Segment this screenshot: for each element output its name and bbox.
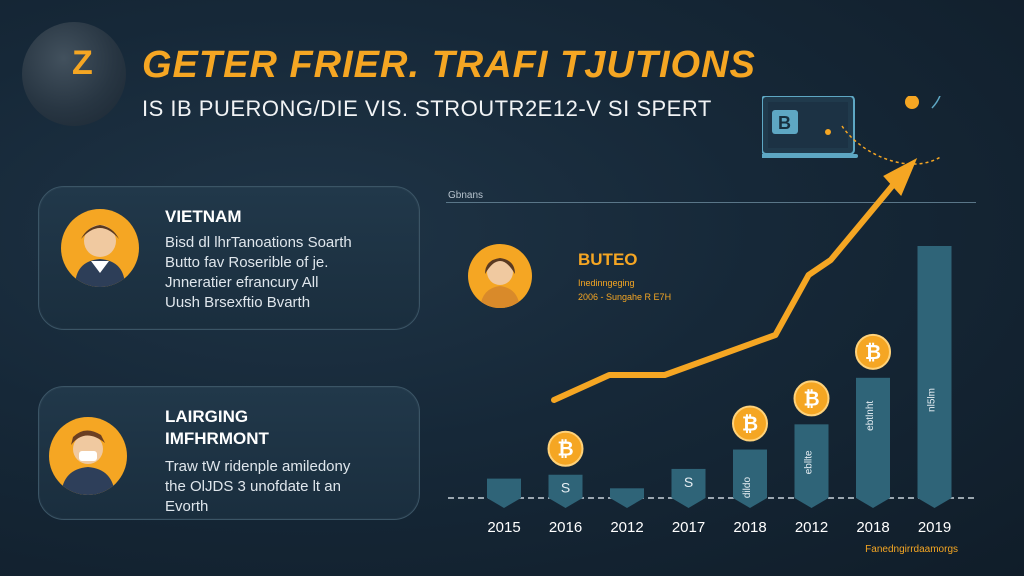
x-tick-label: 2018	[856, 519, 889, 536]
bar-arrow-tip	[733, 498, 767, 508]
chart-divider	[446, 202, 976, 203]
bitcoin-coin-icon	[793, 380, 830, 417]
bar-arrow-tip	[671, 498, 706, 508]
chart-bar	[548, 474, 583, 498]
globe-graphic	[22, 22, 126, 126]
card-line: Traw tW ridenple amiledony	[165, 458, 351, 475]
chart-bar	[856, 377, 890, 498]
butto-line: Inedinngeging	[578, 278, 635, 288]
x-tick-label: 2016	[549, 519, 582, 536]
card-title: VIETNAM	[165, 207, 242, 226]
chart-bar	[917, 246, 952, 498]
butto-avatar	[468, 244, 532, 308]
person-avatar	[49, 417, 127, 495]
x-tick-label: 2019	[918, 519, 951, 536]
bitcoin-symbol: ₿	[803, 388, 819, 410]
bitcoin-symbol: ₿	[742, 414, 758, 436]
chart-bar	[671, 468, 706, 498]
laptop-network-icon: B	[762, 96, 943, 165]
chart-bar	[794, 424, 829, 498]
trend-line	[551, 177, 901, 403]
footnote: Fanedngirrdaamorgs	[865, 544, 958, 555]
x-tick-label: 2018	[733, 519, 766, 536]
bitcoin-coin-icon	[732, 405, 768, 442]
person-avatar	[61, 209, 139, 287]
card-line: Bisd dl lhrTanoations Soarth	[165, 234, 352, 251]
bitcoin-symbol: ₿	[865, 342, 881, 364]
bar-arrow-tip	[917, 498, 952, 508]
bitcoin-coin-icon	[855, 333, 891, 370]
card-line: Uush Brsexftio Bvarth	[165, 294, 311, 311]
chart-header: Gbnans	[448, 190, 484, 201]
card-title: LAIRGING	[165, 407, 249, 426]
bar-arrow-tip	[856, 498, 890, 508]
card-line: Butto fav Roserible of je.	[165, 254, 329, 271]
card-line: Jnneratier efrancury All	[165, 274, 319, 291]
bar-arrow-tip	[610, 498, 644, 508]
bitcoin-symbol: ₿	[557, 439, 573, 461]
card-title: IMFHRMONT	[165, 429, 269, 448]
bar-arrow-tip	[548, 498, 583, 508]
trend-arrow-head	[883, 158, 918, 196]
x-tick-label: 2012	[610, 519, 643, 536]
globe-letter: Z	[72, 44, 93, 82]
x-tick-label: 2015	[487, 519, 520, 536]
card-line: Evorth	[165, 498, 209, 515]
chart-bar	[610, 488, 644, 498]
page-title: GETER FRIER. TRAFI TJUTIONS	[142, 44, 756, 86]
chart-bar	[733, 449, 767, 498]
butto-line: 2006 - Sungahe R E7H	[578, 292, 672, 302]
x-tick-label: 2017	[672, 519, 705, 536]
butto-title: BUTEO	[578, 250, 638, 269]
bar-label: nl5lm	[927, 388, 938, 412]
bar-arrow-tip	[794, 498, 829, 508]
bar-arrow-tip	[487, 498, 521, 508]
card-line: the OlJDS 3 unofdate lt an	[165, 478, 341, 495]
card-lairging: LAIRGING IMFHRMONT Traw tW ridenple amil…	[38, 386, 420, 520]
page-subtitle: IS IB PUERONG/DIE VIS. STROUTR2E12-V SI …	[142, 96, 712, 121]
laptop-letter: B	[778, 113, 791, 133]
bar-label: ebtlnht	[865, 401, 876, 431]
chart-bar	[487, 478, 521, 498]
x-tick-label: 2012	[795, 519, 828, 536]
bitcoin-coin-icon	[547, 430, 584, 467]
bar-label: S	[684, 474, 693, 490]
bar-label: S	[561, 480, 570, 496]
bar-label: dildo	[742, 477, 753, 499]
bar-label: ebllte	[804, 450, 815, 474]
card-vietnam: VIETNAM Bisd dl lhrTanoations Soarth But…	[38, 186, 420, 330]
